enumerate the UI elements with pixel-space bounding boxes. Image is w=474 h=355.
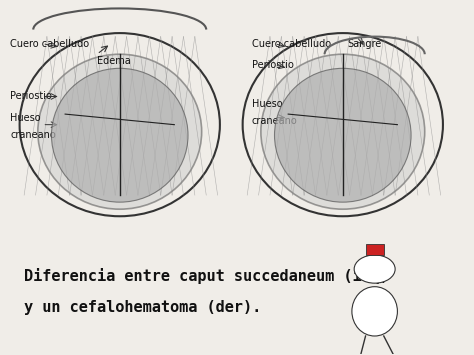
Text: Cuero cabelludo: Cuero cabelludo <box>10 39 90 49</box>
Text: craneano: craneano <box>10 130 56 140</box>
Text: y un cefalohematoma (der).: y un cefalohematoma (der). <box>24 300 261 315</box>
Text: craneano: craneano <box>252 116 298 126</box>
Text: Cuero cabelludo: Cuero cabelludo <box>252 39 331 49</box>
Ellipse shape <box>352 287 397 336</box>
Text: Hueso: Hueso <box>252 99 283 109</box>
Text: Diferencia entre caput succedaneum (izq): Diferencia entre caput succedaneum (izq) <box>24 268 389 284</box>
Text: Edema: Edema <box>97 56 131 66</box>
Ellipse shape <box>354 255 395 283</box>
Ellipse shape <box>261 54 425 209</box>
Ellipse shape <box>274 68 411 202</box>
Text: Sangre: Sangre <box>347 39 382 49</box>
Ellipse shape <box>38 54 201 209</box>
Text: Hueso: Hueso <box>10 113 41 122</box>
FancyBboxPatch shape <box>365 245 384 255</box>
Text: Periostio: Periostio <box>10 92 52 102</box>
Ellipse shape <box>52 68 188 202</box>
Text: Periostio: Periostio <box>252 60 293 70</box>
